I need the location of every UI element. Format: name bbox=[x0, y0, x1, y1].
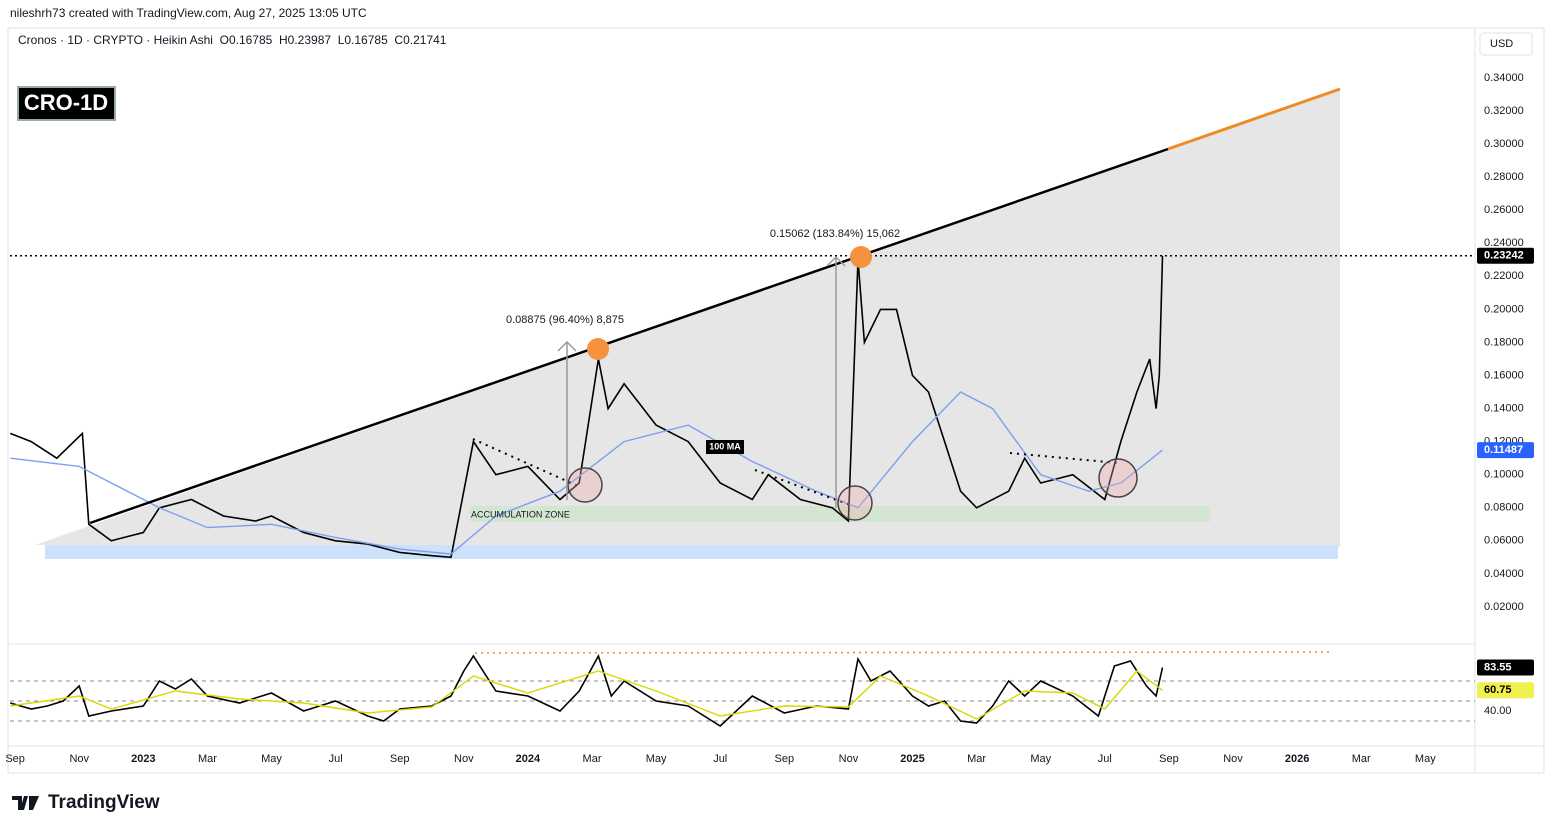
arrow-head bbox=[826, 255, 846, 267]
dotted-resistance bbox=[754, 469, 851, 506]
x-tick-label: May bbox=[1030, 753, 1051, 765]
y-tick-label: 0.04000 bbox=[1484, 568, 1524, 580]
y-tick-label: 0.10000 bbox=[1484, 469, 1524, 481]
y-tick-label: 0.24000 bbox=[1484, 237, 1524, 249]
x-tick-label: Sep bbox=[390, 753, 410, 765]
ma-label: 100 MA bbox=[709, 441, 741, 451]
breakout-circle bbox=[567, 467, 603, 503]
x-tick-label: Jul bbox=[329, 753, 343, 765]
value-pill bbox=[1477, 682, 1534, 699]
touch-point bbox=[850, 246, 872, 268]
x-tick-label: Nov bbox=[839, 753, 859, 765]
trendline bbox=[89, 147, 1169, 525]
x-tick-label: Mar bbox=[967, 753, 986, 765]
x-tick-label: Sep bbox=[5, 753, 25, 765]
breakout-circle bbox=[837, 485, 873, 521]
y-tick-label: 0.06000 bbox=[1484, 535, 1524, 547]
y-tick-label: 0.02000 bbox=[1484, 601, 1524, 613]
x-tick-label: Nov bbox=[1223, 753, 1243, 765]
x-tick-label: Nov bbox=[454, 753, 474, 765]
y-tick-label: 0.16000 bbox=[1484, 369, 1524, 381]
x-tick-label: Jul bbox=[1098, 753, 1112, 765]
y-tick-label: 0.14000 bbox=[1484, 402, 1524, 414]
series-line bbox=[10, 391, 1163, 555]
credit: nileshrh73 created with TradingView.com,… bbox=[10, 6, 367, 20]
breakout-circle bbox=[1098, 458, 1138, 498]
series-line bbox=[10, 653, 1164, 728]
y-tick-label: 0.30000 bbox=[1484, 138, 1524, 150]
x-tick-label: 2023 bbox=[131, 753, 155, 765]
annotation: 0.15062 (183.84%) 15,062 bbox=[770, 228, 900, 240]
x-tick-label: Sep bbox=[775, 753, 795, 765]
value-pill-label: 0.23242 bbox=[1484, 250, 1524, 262]
x-tick-label: 2026 bbox=[1285, 753, 1309, 765]
y-tick-label: 0.28000 bbox=[1484, 171, 1524, 183]
y-tick-label: 0.22000 bbox=[1484, 270, 1524, 282]
y-tick-label: 0.08000 bbox=[1484, 502, 1524, 514]
y-tick-label: 0.34000 bbox=[1484, 72, 1524, 84]
x-tick-label: Mar bbox=[1352, 753, 1371, 765]
brand: TradingView bbox=[48, 792, 160, 813]
x-tick-label: 2025 bbox=[900, 753, 924, 765]
zone-label: ACCUMULATION ZONE bbox=[471, 509, 570, 519]
touch-point bbox=[587, 338, 609, 360]
logo: TradingView bbox=[12, 792, 160, 813]
x-tick-label: Sep bbox=[1159, 753, 1179, 765]
rsi-peak-line bbox=[474, 651, 1331, 654]
x-tick-label: Jul bbox=[713, 753, 727, 765]
value-pill-label: 83.55 bbox=[1484, 661, 1512, 673]
y-tick-label: 0.32000 bbox=[1484, 105, 1524, 117]
frame bbox=[7, 27, 1545, 774]
badge-box bbox=[17, 86, 116, 121]
logo-mark bbox=[12, 796, 39, 810]
value-pill bbox=[1477, 442, 1534, 459]
y-tick-label: 0.26000 bbox=[1484, 204, 1524, 216]
support-band bbox=[45, 545, 1338, 559]
currency-box bbox=[1479, 32, 1533, 56]
x-tick-label: May bbox=[1415, 753, 1436, 765]
y-tick-label: 0.18000 bbox=[1484, 336, 1524, 348]
value-pill bbox=[1477, 247, 1534, 264]
x-tick-label: Nov bbox=[69, 753, 89, 765]
value-pill-label: 60.75 bbox=[1484, 684, 1512, 696]
y-tick-label: 0.20000 bbox=[1484, 303, 1524, 315]
series-line bbox=[10, 670, 1163, 720]
trendline-projection bbox=[1167, 87, 1341, 151]
x-tick-label: Mar bbox=[583, 753, 602, 765]
ma-label-box bbox=[706, 440, 744, 454]
x-tick-label: Mar bbox=[198, 753, 217, 765]
annotation: 0.08875 (96.40%) 8,875 bbox=[506, 314, 624, 326]
currency: USD bbox=[1490, 38, 1513, 50]
x-tick-label: May bbox=[261, 753, 282, 765]
symbol-info: Cronos · 1D · CRYPTO · Heikin Ashi O0.16… bbox=[18, 33, 447, 47]
arrow-head bbox=[557, 340, 577, 352]
badge: CRO-1D bbox=[24, 90, 108, 115]
x-tick-label: May bbox=[646, 753, 667, 765]
axis-pills: 0.23242 0.11487 83.55 60.75 bbox=[1477, 247, 1534, 699]
value-pill bbox=[1477, 659, 1534, 676]
plot-area: Sep Nov 2023 Mar May Jul Sep Nov 2024 Mar May Jul Se… bbox=[5, 72, 1523, 765]
y-tick-label: 40.00 bbox=[1484, 705, 1512, 717]
x-tick-label: 2024 bbox=[516, 753, 541, 765]
series-line bbox=[10, 255, 1164, 559]
value-pill-label: 0.11487 bbox=[1484, 444, 1523, 456]
